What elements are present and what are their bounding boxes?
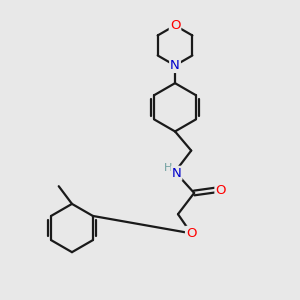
Text: O: O (170, 19, 180, 32)
Text: O: O (215, 184, 226, 196)
Text: O: O (186, 227, 196, 240)
Text: N: N (170, 59, 180, 72)
Text: N: N (172, 167, 182, 180)
Text: H: H (164, 163, 173, 173)
